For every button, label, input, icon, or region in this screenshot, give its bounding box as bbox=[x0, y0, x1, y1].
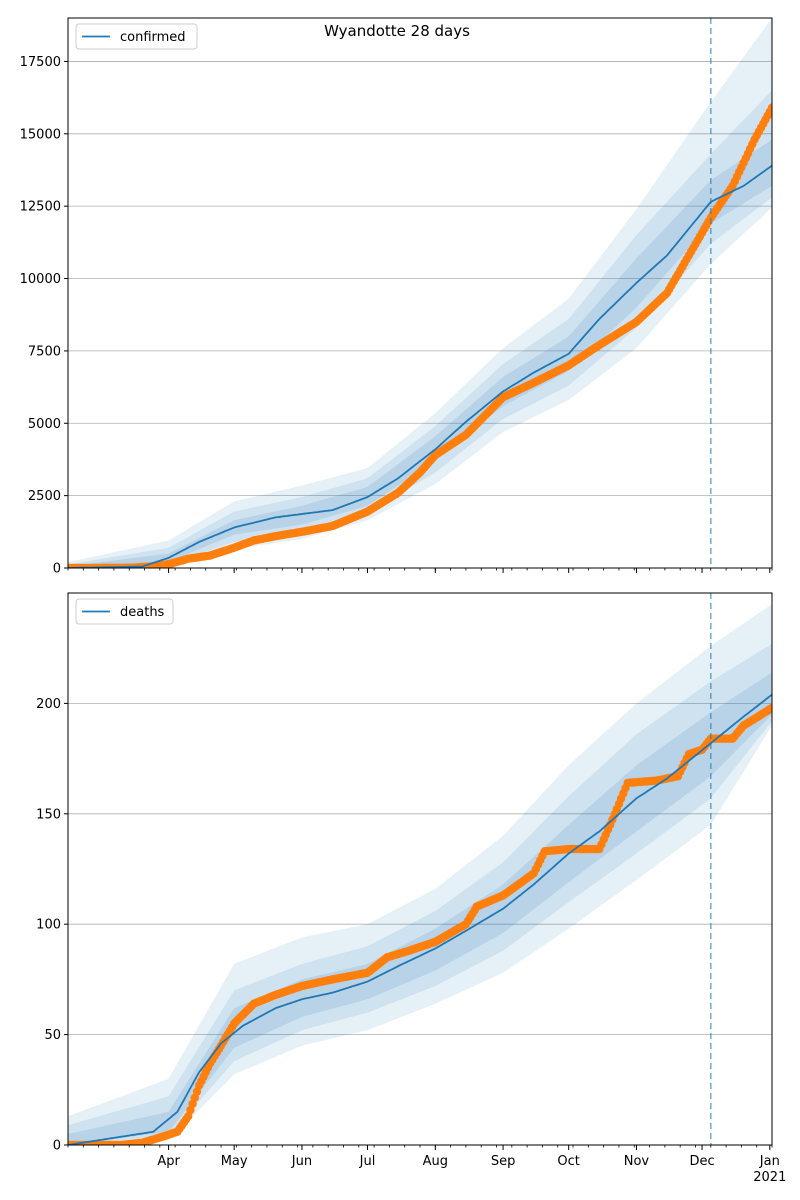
x-tick-label: Nov bbox=[624, 1154, 650, 1169]
x-year-label: 2021 bbox=[753, 1170, 786, 1185]
y-tick-label: 150 bbox=[36, 807, 61, 822]
uncertainty-band bbox=[68, 643, 772, 1145]
y-tick-label: 15000 bbox=[20, 127, 61, 142]
uncertainty-band bbox=[68, 672, 772, 1145]
model-line bbox=[68, 164, 772, 568]
y-tick-label: 100 bbox=[36, 918, 61, 933]
y-tick-label: 7500 bbox=[28, 344, 61, 359]
y-tick-label: 5000 bbox=[28, 417, 61, 432]
chart-title: Wyandotte 28 days bbox=[324, 22, 470, 40]
x-tick-label: Aug bbox=[423, 1154, 448, 1169]
y-tick-label: 50 bbox=[44, 1028, 61, 1043]
x-tick-label: Dec bbox=[689, 1154, 714, 1169]
plot-area bbox=[68, 593, 772, 1145]
y-tick-label: 2500 bbox=[28, 489, 61, 504]
y-tick-label: 17500 bbox=[20, 55, 61, 70]
y-tick-label: 200 bbox=[36, 697, 61, 712]
legend: confirmed bbox=[75, 23, 198, 50]
x-tick-label: Sep bbox=[491, 1154, 516, 1169]
legend-label: deaths bbox=[120, 605, 165, 620]
y-tick-label: 0 bbox=[53, 562, 61, 577]
y-tick-label: 12500 bbox=[20, 200, 61, 215]
legend-box bbox=[75, 598, 174, 625]
y-tick-label: 0 bbox=[53, 1139, 61, 1154]
x-tick-label: Jul bbox=[359, 1154, 376, 1169]
uncertainty-band bbox=[68, 90, 772, 568]
confirmed-panel: 0 2500 5000 7500 10000 12500 15000 17500 confirm… bbox=[20, 17, 773, 577]
x-tick-label: Jun bbox=[291, 1154, 312, 1169]
plot-area bbox=[68, 18, 772, 568]
uncertainty-band bbox=[68, 604, 772, 1145]
uncertainty-band bbox=[68, 18, 772, 568]
observed-point bbox=[767, 703, 772, 712]
x-tick-label: Jan bbox=[759, 1154, 780, 1169]
y-tick-label: 10000 bbox=[20, 272, 61, 287]
deaths-panel: 0 50 100 150 200 Apr May Jun Jul Aug Sep Oct Nov Dec J… bbox=[36, 592, 786, 1185]
legend: deaths bbox=[75, 598, 174, 625]
axes-frame bbox=[67, 592, 773, 1146]
observed-point bbox=[767, 103, 772, 112]
x-tick-label: Oct bbox=[557, 1154, 579, 1169]
x-tick-label: May bbox=[221, 1154, 248, 1169]
legend-box bbox=[75, 23, 198, 50]
x-tick-label: Apr bbox=[157, 1154, 180, 1169]
model-line bbox=[68, 693, 772, 1145]
legend-label: confirmed bbox=[120, 30, 186, 45]
